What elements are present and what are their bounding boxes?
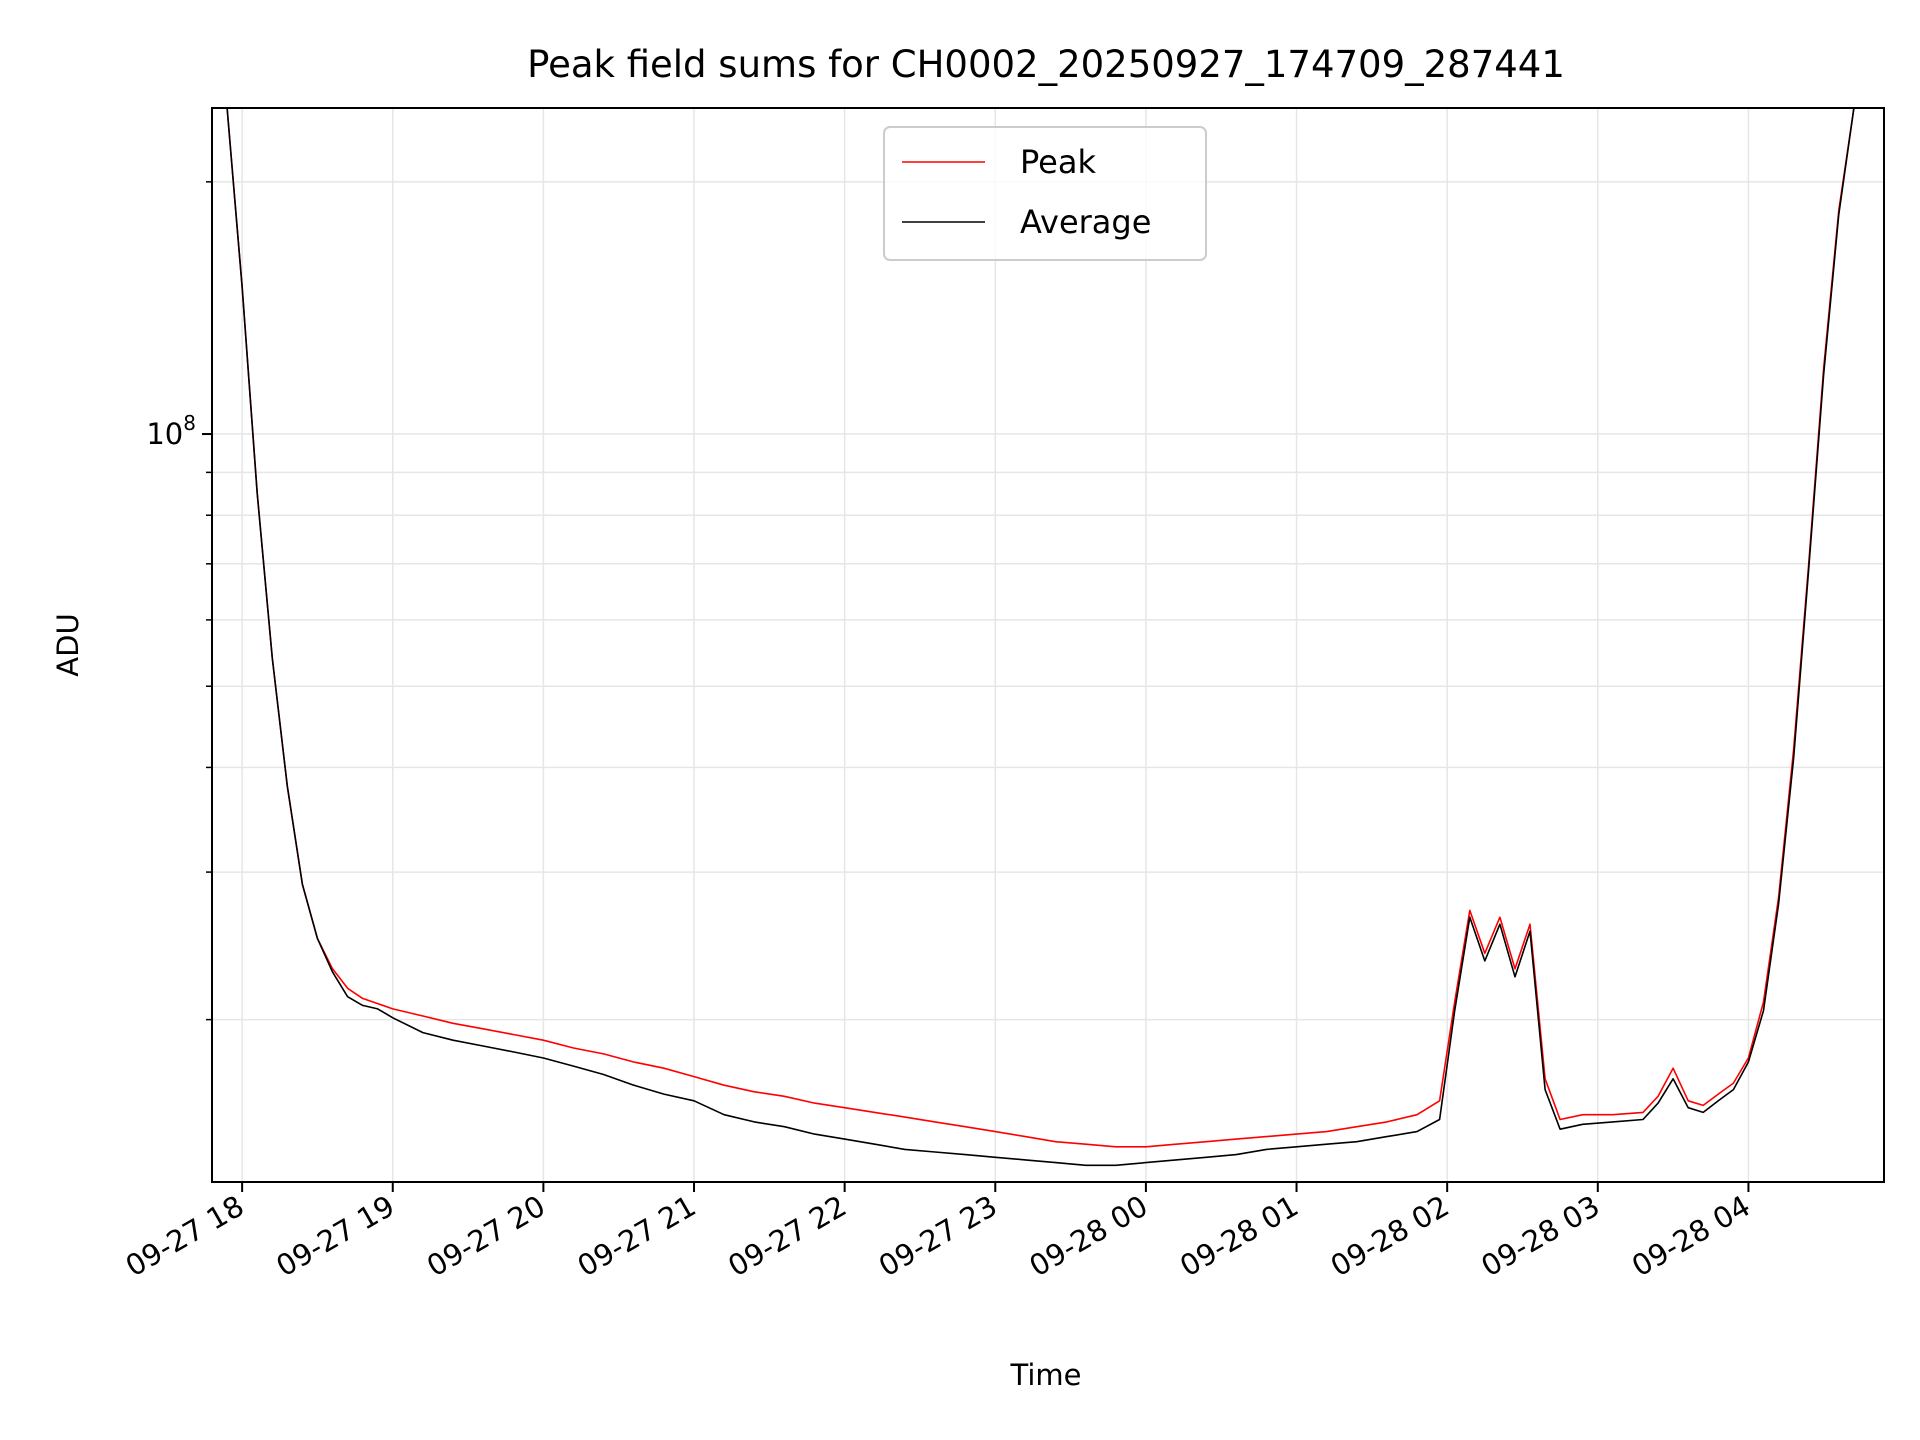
chart-title: Peak field sums for CH0002_20250927_1747… (527, 43, 1565, 86)
series-line-peak (212, 108, 1884, 1148)
plot-frame (211, 107, 1885, 1183)
y-axis: 108 (146, 181, 212, 1021)
legend-label-peak: Peak (1020, 143, 1096, 181)
legend-box (883, 126, 1207, 261)
legend-label-average: Average (1020, 203, 1151, 241)
series-group (212, 108, 1884, 1167)
plot-area (212, 108, 1884, 1182)
y-tick-label: 108 (146, 411, 196, 451)
y-tick-label-exponent: 8 (183, 411, 196, 435)
legend: Peak Average (883, 126, 1207, 261)
y-tick-label-base: 10 (146, 417, 183, 451)
x-axis-label: Time (1010, 1358, 1082, 1392)
grid (212, 108, 1884, 1182)
y-axis-label: ADU (51, 613, 85, 676)
series-line-average (212, 108, 1884, 1167)
